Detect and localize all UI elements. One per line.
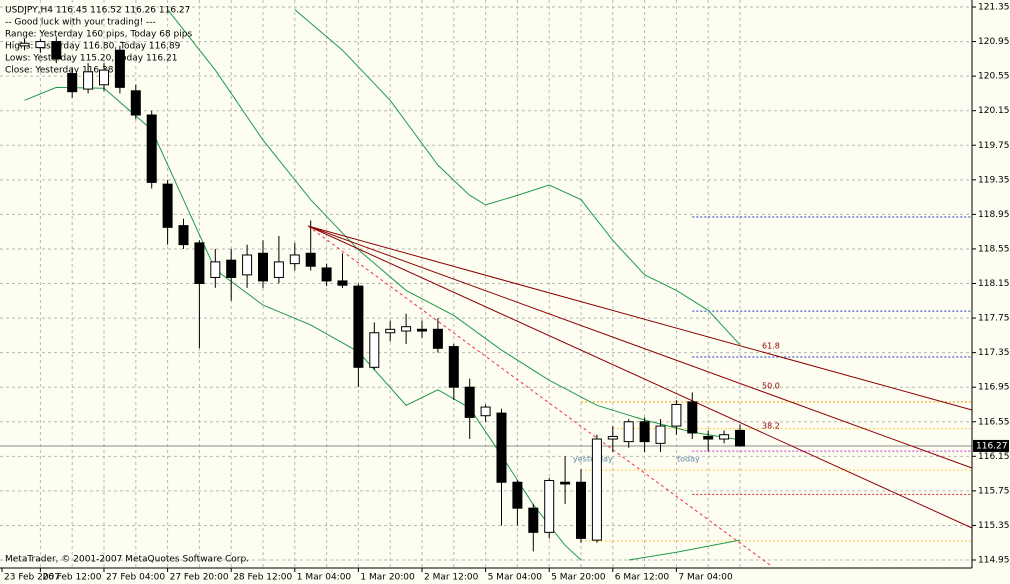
x-tick-label: 2 Mar 12:00 (424, 573, 479, 583)
candle-body (576, 481, 586, 539)
candle-body (623, 421, 634, 443)
indicator-line (294, 9, 741, 346)
candle-body (258, 252, 268, 282)
fan-line (307, 225, 973, 411)
x-tick-label: 28 Feb 12:00 (233, 573, 292, 583)
indicator-line (24, 86, 582, 561)
candle-body (528, 507, 539, 533)
candle-body (226, 259, 237, 278)
footer: MetaTrader, © 2001-2007 MetaQuotes Softw… (5, 555, 249, 565)
header: USDJPY,H4 116.45 116.52 116.26 116.27 (5, 6, 190, 16)
candle-body (210, 261, 221, 278)
candle-body (401, 326, 412, 332)
candle-body (19, 42, 30, 47)
candle-body (496, 412, 507, 483)
fan-line (307, 225, 973, 469)
y-tick-label: 118.95 (978, 210, 1010, 220)
fan-label: 38.2 (762, 422, 780, 431)
candle-body (369, 332, 380, 368)
candle-body (178, 225, 189, 246)
candle-body (305, 252, 316, 267)
candle-body (273, 261, 284, 278)
candle-body (591, 438, 602, 541)
x-tick-label: 27 Feb 20:00 (170, 573, 229, 583)
y-tick-label: 120.55 (978, 72, 1010, 82)
candle-body (289, 254, 300, 265)
candle-body (448, 346, 459, 388)
y-tick-label: 119.75 (978, 141, 1010, 151)
fan-label: 61.8 (762, 342, 780, 351)
y-tick-label: 120.15 (978, 106, 1010, 116)
candle-body (512, 481, 523, 509)
y-tick-label: 117.35 (978, 348, 1010, 358)
y-tick-label: 115.75 (978, 486, 1010, 496)
candle-body (671, 403, 682, 427)
candle-body (67, 73, 78, 93)
candle-body (130, 90, 141, 116)
candle-body (655, 425, 666, 444)
pivot-label: today (677, 455, 700, 464)
candle-body (146, 114, 157, 183)
candle-body (607, 435, 618, 440)
y-tick-label: 115.35 (978, 521, 1010, 531)
candle-body (639, 421, 650, 443)
x-tick-label: 26 Feb 12:00 (42, 573, 101, 583)
candle-body (735, 429, 745, 447)
info-line: Highs: Yesterday 116.80, Today 116.89 (5, 42, 181, 52)
y-tick-label: 121.35 (978, 3, 1010, 13)
candle-body (417, 328, 427, 332)
price-box-label: 116.27 (976, 441, 1008, 451)
candle-body (321, 267, 332, 282)
candle-body (51, 41, 62, 60)
candle-body (432, 328, 443, 349)
fibonacci-fan (307, 225, 973, 566)
candle-body (353, 285, 364, 368)
y-tick-label: 116.95 (978, 383, 1010, 393)
y-tick-label: 120.95 (978, 37, 1010, 47)
y-tick-label: 117.75 (978, 314, 1010, 324)
info-line: Close: Yesterday 116.38 (5, 66, 114, 76)
x-tick-label: 6 Mar 12:00 (615, 573, 670, 583)
candle-body (687, 401, 698, 434)
info-line: -- Good luck with your trading! --- (5, 18, 156, 28)
candle-body (337, 280, 348, 286)
candle-body (162, 183, 173, 228)
info-line: Range: Yesterday 160 pips, Today 68 pips (5, 30, 192, 40)
candle-body (114, 49, 125, 88)
x-tick-label: 23 Feb 2007 (4, 573, 60, 583)
candle-body (194, 242, 205, 285)
fan-trend-line (307, 225, 771, 566)
x-tick-label: 1 Mar 20:00 (360, 573, 415, 583)
candle-body (385, 328, 396, 334)
candle-body (480, 406, 491, 417)
y-tick-label: 116.15 (978, 452, 1010, 462)
price-box (973, 439, 1009, 452)
candle-body (703, 435, 714, 440)
y-tick-label: 118.15 (978, 279, 1010, 289)
candle-body (719, 434, 730, 440)
fan-label: 50.0 (762, 382, 780, 391)
candle-body (242, 254, 253, 276)
y-tick-label: 116.55 (978, 417, 1010, 427)
x-tick-label: 5 Mar 04:00 (488, 573, 543, 583)
indicator-line (628, 539, 741, 561)
fan-line (307, 225, 973, 529)
candle-body (83, 71, 94, 90)
candle-body (99, 69, 109, 86)
info-line: Lows: Yesterday 115.20, Today 116.21 (5, 54, 177, 64)
candle-body (464, 386, 475, 418)
x-tick-label: 5 Mar 20:00 (551, 573, 606, 583)
y-tick-label: 119.35 (978, 175, 1010, 185)
y-tick-label: 118.55 (978, 244, 1010, 254)
candle-body (35, 41, 46, 49)
candle-body (544, 480, 555, 533)
x-tick-label: 7 Mar 04:00 (678, 573, 733, 583)
x-tick-label: 27 Feb 04:00 (106, 573, 165, 583)
candle-body (560, 481, 571, 485)
y-tick-label: 114.95 (978, 556, 1010, 566)
x-tick-label: 1 Mar 04:00 (297, 573, 352, 583)
